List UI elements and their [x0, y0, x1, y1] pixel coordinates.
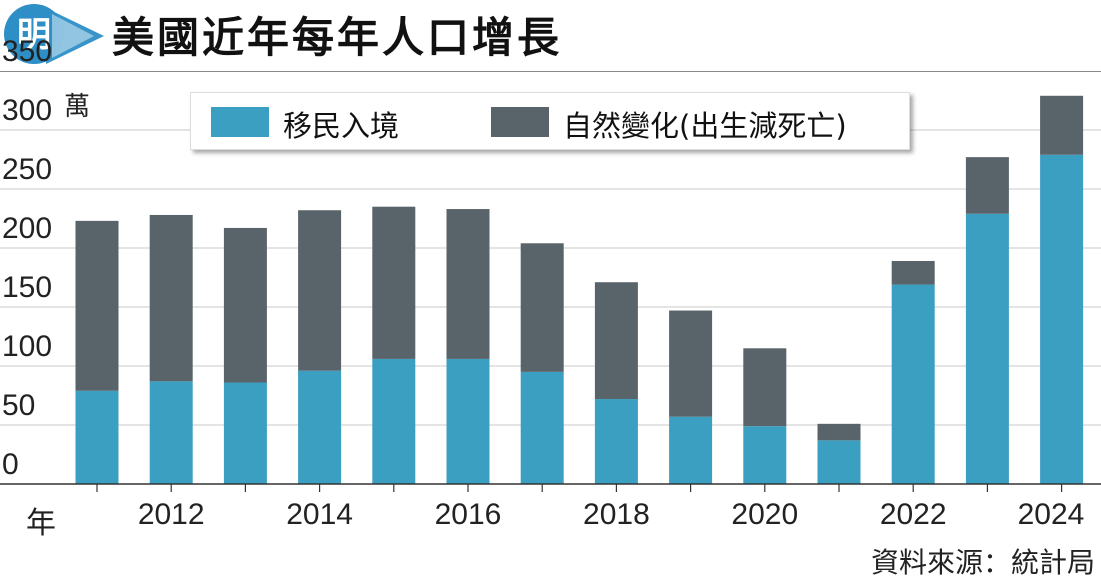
bar-natural-2017	[520, 243, 564, 372]
bar-natural-2016	[446, 209, 490, 359]
bar-immigration-2014	[298, 370, 342, 484]
logo-text: 明	[17, 15, 51, 55]
chart-title: 美國近年每年人口增長	[112, 13, 563, 62]
y-tick-label-150: 150	[2, 271, 53, 304]
title-divider	[0, 71, 1101, 72]
legend: 移民入境 自然變化(出生減死亡)	[190, 92, 910, 150]
bar-immigration-2015	[372, 358, 416, 484]
bar-immigration-2018	[594, 399, 638, 484]
legend-swatch-natural	[491, 107, 549, 137]
bar-immigration-2022	[891, 284, 935, 484]
bar-immigration-2013	[223, 382, 267, 484]
bar-immigration-2011	[75, 390, 119, 484]
legend-label-natural: 自然變化(出生減死亡)	[563, 109, 847, 143]
legend-label-immigration: 移民入境	[283, 109, 400, 143]
bar-natural-2013	[223, 227, 267, 383]
bar-natural-2023	[965, 157, 1009, 214]
legend-swatch-immigration	[211, 107, 269, 137]
x-tick-label-2022: 2022	[879, 498, 947, 531]
x-tick-label-2014: 2014	[286, 498, 353, 531]
bar-immigration-2021	[817, 440, 861, 484]
y-axis-unit: 萬	[64, 92, 91, 122]
bar-immigration-2016	[446, 358, 490, 484]
bar-natural-2024	[1040, 95, 1084, 155]
x-tick-label-2020: 2020	[731, 498, 799, 531]
bar-natural-2019	[669, 310, 713, 417]
bar-natural-2021	[817, 423, 861, 441]
bar-natural-2020	[743, 348, 787, 427]
bar-immigration-2023	[965, 213, 1009, 484]
y-tick-label-300: 300	[2, 94, 53, 127]
bar-natural-2015	[372, 206, 416, 359]
x-tick-label-2016: 2016	[434, 498, 502, 531]
y-tick-label-0: 0	[2, 448, 19, 481]
x-tick-label-2012: 2012	[137, 498, 205, 531]
bar-immigration-2024	[1040, 154, 1084, 484]
bar-natural-2018	[594, 282, 638, 400]
y-tick-label-200: 200	[2, 212, 53, 245]
y-tick-label-350: 350	[2, 35, 53, 68]
bar-natural-2022	[891, 260, 935, 285]
x-axis-unit: 年	[26, 506, 56, 541]
bar-immigration-2012	[149, 381, 193, 484]
bar-immigration-2020	[743, 426, 787, 484]
bar-natural-2011	[75, 220, 119, 391]
y-tick-label-50: 50	[2, 389, 36, 422]
source-note: 資料來源：統計局	[870, 546, 1095, 579]
logo-badge: 明	[4, 4, 104, 64]
bar-natural-2012	[149, 214, 193, 382]
bar-immigration-2019	[669, 416, 713, 484]
y-tick-label-250: 250	[2, 153, 53, 186]
bar-immigration-2017	[520, 371, 564, 484]
x-tick-label-2018: 2018	[583, 498, 650, 531]
bar-natural-2014	[298, 210, 342, 371]
y-tick-label-100: 100	[2, 330, 53, 363]
x-tick-label-2024: 2024	[1017, 498, 1085, 531]
